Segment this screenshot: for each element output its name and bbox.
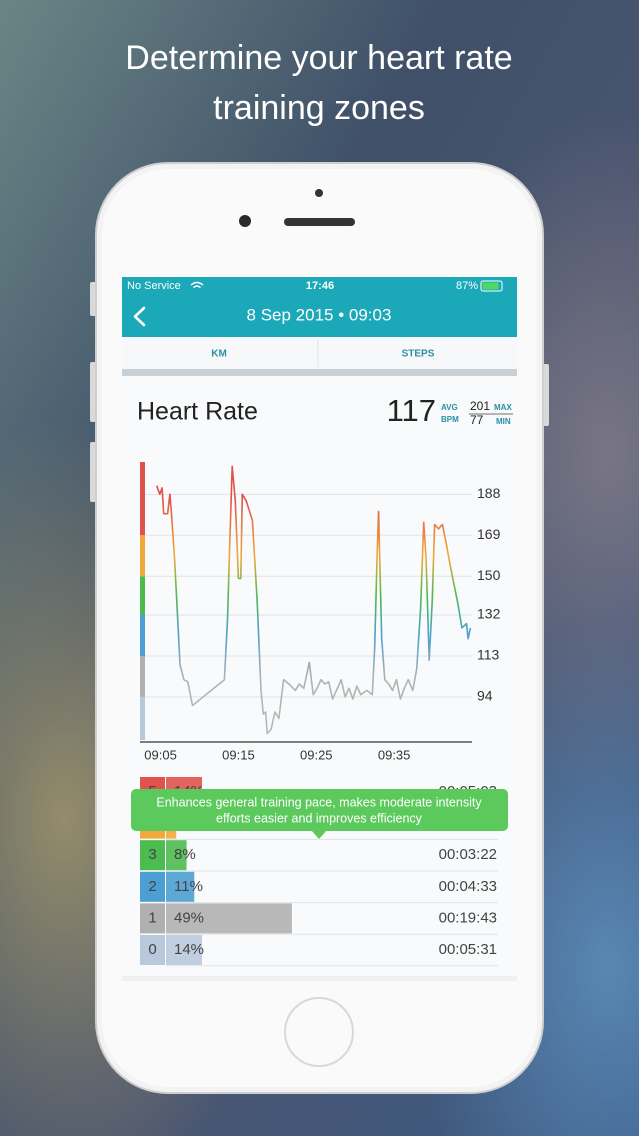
x-tick-label: 09:35 [378,747,411,762]
zone-band [140,655,145,697]
percent-bar [166,903,292,934]
card-title: Heart Rate [137,398,258,426]
wifi-icon [190,281,204,289]
min-bpm: 77 [470,413,484,427]
tooltip-text: Enhances general training pace, makes mo… [156,795,482,809]
y-tick-label: 150 [477,567,501,583]
sensor [315,189,323,197]
y-tick-label: 132 [477,606,501,622]
zone-swatch [140,840,165,871]
zone-percent: 8% [174,846,196,863]
zone-time: 00:03:22 [439,846,497,863]
back-button[interactable] [133,306,146,327]
zone-swatch [140,935,165,965]
home-button[interactable] [284,997,354,1067]
tab-bar [122,337,517,369]
x-tick-label: 09:15 [222,747,255,762]
battery-level: 87% [456,280,478,292]
clock: 17:46 [306,280,334,292]
zone-band [140,462,145,536]
speaker [284,218,355,226]
max-bpm: 201 [470,399,490,413]
zone-band [140,696,145,740]
zone-band [140,535,145,577]
headline: Determine your heart rate [125,39,512,77]
headline: training zones [213,89,425,127]
y-tick-label: 169 [477,526,501,542]
avg-bpm: 117 [387,393,436,428]
tooltip-pointer [311,830,327,839]
tooltip-text: efforts easier and improves efficiency [216,811,423,825]
percent-bar [166,871,195,902]
zone-swatch [140,903,165,934]
zone-percent: 49% [174,909,204,926]
y-tick-label: 94 [477,688,493,704]
x-tick-label: 09:05 [144,747,177,762]
avg-label: AVG [441,403,458,412]
y-tick-label: 113 [477,647,500,663]
tooltip: Enhances general training pace, makes mo… [131,789,508,839]
zone-percent: 14% [174,941,204,958]
zone-number: 3 [148,846,156,863]
camera [239,215,251,227]
tab[interactable]: KM [211,349,227,360]
zone-number: 0 [148,941,156,958]
heart-rate-chart: 94 113 132 150 169 188 09:05 09:15 09:25 09:35 [140,462,501,762]
avg-label: BPM [441,415,459,424]
zone-band [140,576,145,616]
zone-time: 00:04:33 [439,878,497,895]
min-label: MIN [496,417,511,426]
y-tick-label: 188 [477,485,501,501]
zone-time: 00:05:31 [439,941,497,958]
heart-rate-line [155,465,472,735]
tooltip-box [131,789,508,831]
nav-title: 8 Sep 2015 • 09:03 [247,305,392,324]
zone-number: 1 [148,909,156,926]
tab[interactable]: STEPS [402,349,435,360]
zone-swatch [140,871,165,902]
zone-percent: 11% [174,878,203,895]
max-label: MAX [494,403,512,412]
tab-indicator [122,369,517,376]
battery-icon [480,280,503,292]
zone-number: 2 [148,878,156,895]
carrier: No Service [127,280,181,292]
percent-bar [166,935,202,965]
zone-time: 00:19:43 [439,909,497,926]
battery-fill [482,282,499,290]
zone-band [140,615,145,656]
percent-bar [166,840,187,871]
x-tick-label: 09:25 [300,747,333,762]
nav-bar [122,277,517,337]
